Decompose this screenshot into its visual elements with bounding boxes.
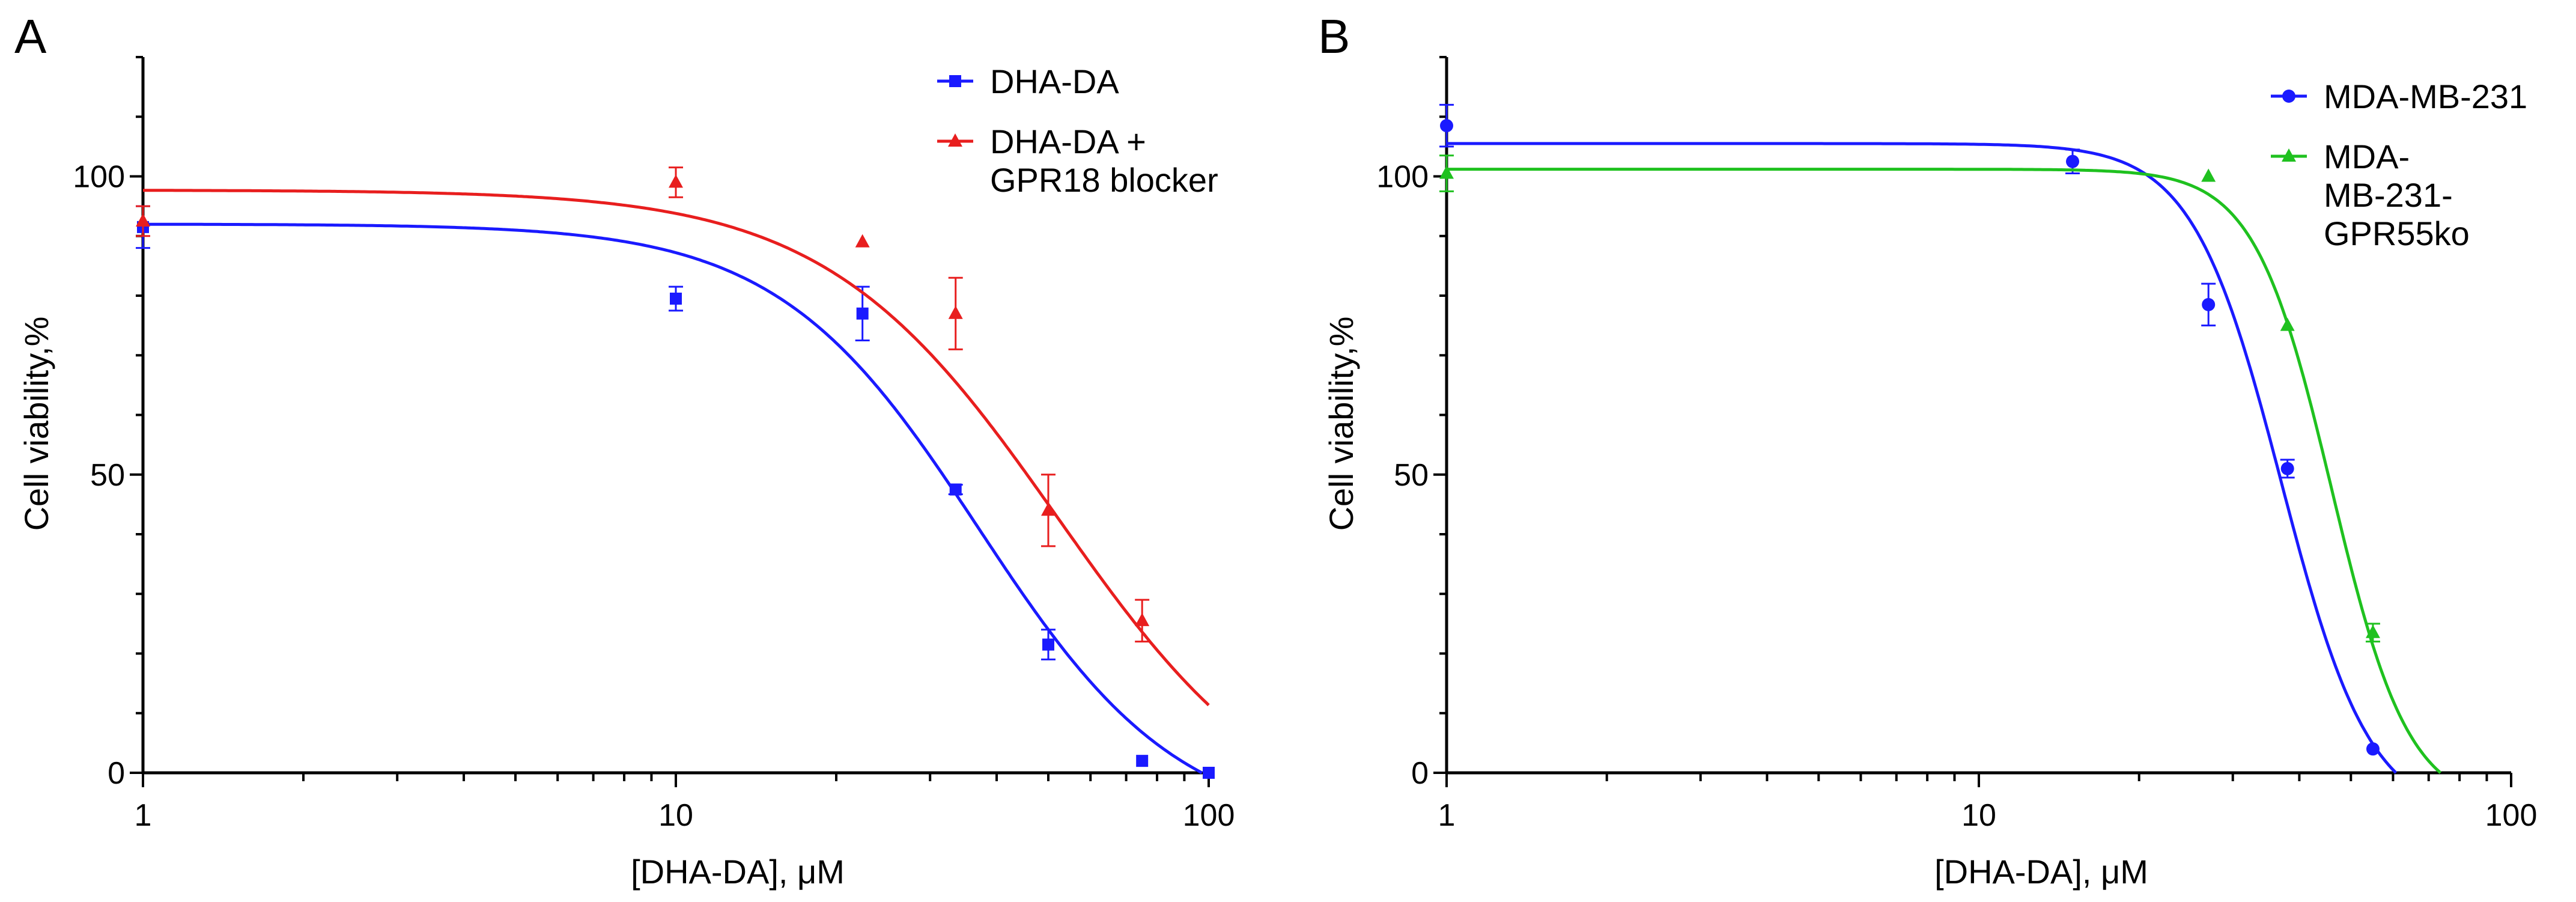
panel-a-series-2-point bbox=[669, 174, 683, 188]
panel-b: B [DHA-DA], μM Cell viability,% 0 50 100 1 1… bbox=[1318, 10, 2537, 891]
panel-b-x-tick-label: 100 bbox=[2485, 798, 2538, 833]
panel-a-series-1-point bbox=[1042, 638, 1054, 651]
panel-b-series-2-fit-curve bbox=[1447, 168, 2442, 774]
panel-a-series-1-legend-label: DHA-DA bbox=[990, 62, 1119, 100]
panel-b-series-1-point bbox=[2280, 462, 2294, 475]
panel-a-series-2-point bbox=[948, 305, 963, 319]
panel-a-series-2-legend-marker bbox=[948, 133, 962, 147]
panel-b-x-tick-label: 1 bbox=[1438, 798, 1456, 833]
panel-b-series-1-point bbox=[2366, 742, 2380, 756]
panel-a-series-2-fit-curve bbox=[143, 189, 1210, 707]
panel-b-series-2-point bbox=[2365, 624, 2380, 638]
panel-a-y-axis-title: Cell viability,% bbox=[17, 317, 55, 531]
panel-a-y-tick-label: 50 bbox=[90, 458, 125, 493]
panel-a-series-1-fit-curve bbox=[143, 222, 1203, 775]
panel-b-series-2-point bbox=[2280, 317, 2295, 331]
panel-a-series-2-legend-label: GPR18 blocker bbox=[990, 161, 1218, 199]
panel-b-y-axis-title: Cell viability,% bbox=[1322, 317, 1360, 531]
panel-b-series-1-legend-label: MDA-MB-231 bbox=[2324, 78, 2527, 115]
panel-b-series-1-fit-curve bbox=[1447, 142, 2398, 774]
panel-a-series-2-point bbox=[136, 213, 150, 227]
panel-a-x-tick-label: 100 bbox=[1183, 798, 1235, 833]
panel-b-y-tick-label: 50 bbox=[1394, 458, 1429, 493]
panel-b-series-1-point bbox=[1440, 119, 1453, 133]
panel-b-y-tick-label: 100 bbox=[1376, 160, 1429, 195]
panel-a-series-1-legend-marker bbox=[949, 75, 961, 87]
panel-a-x-axis-title: [DHA-DA], μM bbox=[631, 853, 845, 891]
panel-a-series-2-legend-label: DHA-DA + bbox=[990, 123, 1146, 160]
panel-a-series-2-point bbox=[855, 234, 870, 248]
panel-b-series-2-legend-label: GPR55ko bbox=[2324, 215, 2470, 252]
panel-b-series-2-legend-label: MB-231- bbox=[2324, 176, 2453, 214]
panel-b-series-2-point bbox=[1439, 165, 1454, 179]
panel-a-x-tick-label: 10 bbox=[658, 798, 693, 833]
panel-b-series-1-legend-marker bbox=[2282, 90, 2295, 103]
panel-b-x-tick-label: 10 bbox=[1961, 798, 1996, 833]
panel-a: A [DHA-DA], μM Cell viability,% 0 50 100 1 1… bbox=[14, 10, 1235, 891]
panel-b-y-tick-label: 0 bbox=[1411, 756, 1429, 791]
panel-a-series-1-point bbox=[670, 292, 682, 305]
panel-b-letter: B bbox=[1318, 10, 1350, 63]
panel-a-series-1-point bbox=[856, 307, 869, 320]
panel-b-series-1-point bbox=[2066, 154, 2080, 168]
panel-a-series-1-point bbox=[949, 483, 962, 496]
panel-a-letter: A bbox=[14, 10, 47, 63]
panel-a-x-tick-label: 1 bbox=[135, 798, 152, 833]
panel-b-series-2-legend-label: MDA- bbox=[2324, 138, 2410, 175]
panel-b-series-2-point bbox=[2201, 168, 2216, 182]
panel-a-series-1-point bbox=[1203, 767, 1215, 779]
panel-a-series-1-point bbox=[1136, 755, 1149, 767]
panel-a-series-2-point bbox=[1135, 612, 1150, 626]
panel-a-y-tick-label: 0 bbox=[108, 756, 125, 791]
panel-a-series-2-point bbox=[1040, 502, 1056, 516]
panel-a-y-tick-label: 100 bbox=[73, 160, 125, 195]
panel-b-series-1-point bbox=[2202, 297, 2216, 311]
panel-b-series-2-legend-marker bbox=[2282, 148, 2296, 162]
panel-b-x-axis-title: [DHA-DA], μM bbox=[1934, 853, 2148, 891]
